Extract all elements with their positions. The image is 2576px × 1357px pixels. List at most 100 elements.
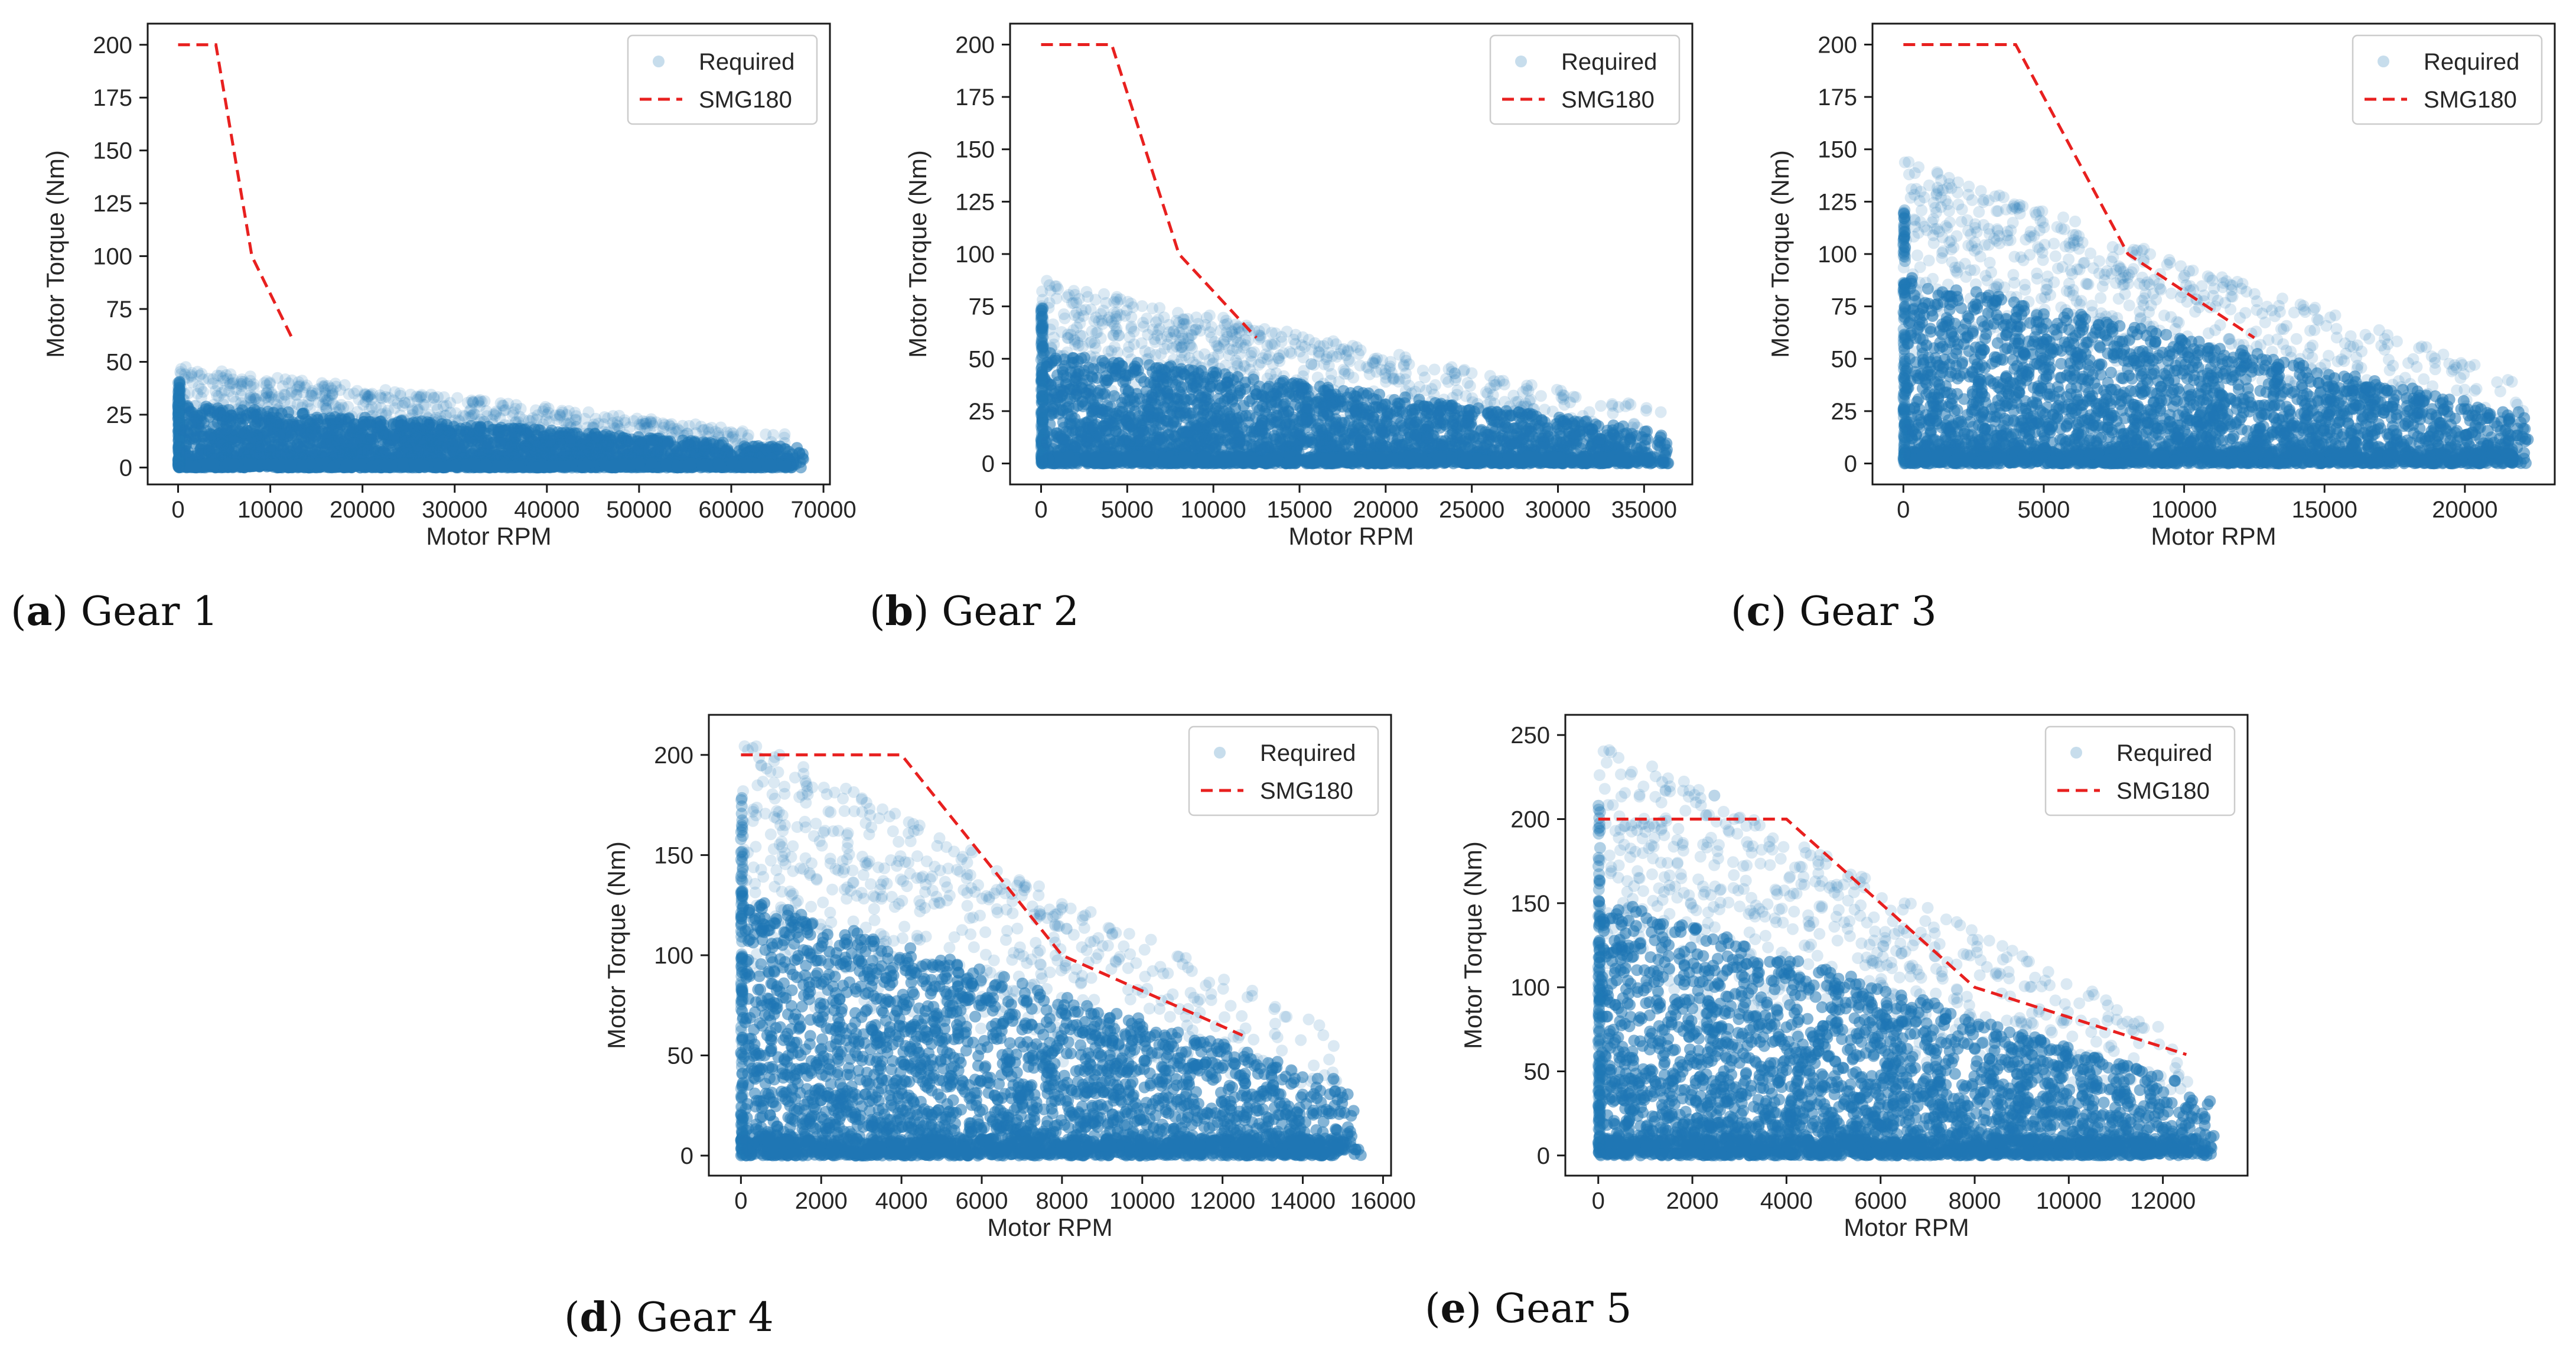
scatter-point [174,424,185,436]
scatter-point [172,402,184,415]
scatter-point [431,403,444,415]
scatter-point [314,408,327,421]
scatter-point [309,412,321,425]
scatter-point [572,431,585,443]
scatter-point [318,381,330,393]
scatter-point [286,405,298,417]
scatter-point [607,416,619,429]
scatter-point [285,421,298,432]
scatter-point [178,373,190,385]
scatter-point [174,429,186,441]
scatter-point [333,402,345,414]
scatter-point [467,457,479,470]
scatter-point [271,403,284,415]
legend-marker-required [653,56,665,67]
scatter-point [406,403,419,415]
scatter-point [737,437,749,450]
scatter-point [640,415,652,428]
scatter-point [273,402,285,414]
scatter-point [697,437,709,450]
scatter-point [211,402,224,415]
scatter-point [520,441,532,454]
scatter-point [172,456,185,468]
scatter-point [340,428,352,440]
scatter-point [172,442,184,454]
scatter-point [657,421,670,434]
scatter-point [379,384,392,396]
scatter-point [565,437,578,448]
scatter-point [278,395,291,408]
scatter-point [612,420,624,432]
scatter-point [535,427,547,440]
scatter-point [317,380,329,393]
scatter-point [530,414,543,426]
scatter-point [294,422,306,434]
y-tick-label: 125 [93,191,132,217]
scatter-point [172,386,184,398]
scatter-point [696,434,708,447]
scatter-point [173,441,185,454]
scatter-point [437,426,449,438]
scatter-point [342,401,354,413]
scatter-point [173,406,185,419]
scatter-point [357,443,370,455]
scatter-point [726,431,738,444]
scatter-point [232,403,244,415]
scatter-point [297,399,309,411]
scatter-point [318,392,331,404]
scatter-point [319,383,331,396]
scatter-point [419,444,431,456]
scatter-point [497,399,510,412]
scatter-point [329,378,341,390]
scatter-point [207,378,219,389]
scatter-point [198,402,210,414]
scatter-point [348,387,360,399]
scatter-point [244,370,256,383]
scatter-point [729,445,741,457]
scatter-point [183,407,195,419]
scatter-point [172,419,185,431]
scatter-point [392,397,404,409]
scatter-point [272,404,284,416]
scatter-point [253,402,266,415]
scatter-point [406,409,418,421]
scatter-point [499,419,511,431]
scatter-point [306,387,318,399]
scatter-point [172,402,185,415]
axes-frame [146,22,831,486]
scatter-point [174,432,185,444]
scatter-point [364,433,376,445]
scatter-point [174,454,186,467]
scatter-point [512,416,525,428]
scatter-point [403,418,416,430]
scatter-point [794,461,807,474]
scatter-point [411,390,422,403]
scatter-point [530,461,542,474]
scatter-point [579,412,591,425]
scatter-point [366,393,378,406]
scatter-point [467,422,479,435]
scatter-point [425,431,437,443]
scatter-point [587,432,600,444]
scatter-point [174,424,185,437]
scatter-point [196,420,209,432]
scatter-point [742,429,754,441]
scatter-point [236,401,248,413]
scatter-point [425,389,437,401]
scatter-point [173,418,185,430]
scatter-point [490,449,502,461]
scatter-point [396,458,409,470]
scatter-point [527,412,539,424]
scatter-point [173,376,185,388]
scatter-point [366,409,379,422]
scatter-point [592,417,604,429]
scatter-point [683,419,695,432]
scatter-point [210,401,223,414]
scatter-point [465,394,478,406]
scatter-point [247,378,260,390]
scatter-point [172,439,185,451]
scatter-point [729,433,741,445]
scatter-point [635,436,647,448]
scatter-point [173,438,185,450]
scatter-point [571,421,583,433]
